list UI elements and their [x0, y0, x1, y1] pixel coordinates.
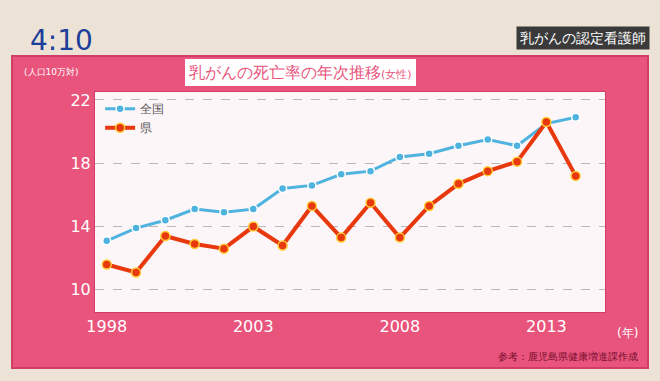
svg-text:県: 県	[140, 121, 152, 135]
svg-text:1998: 1998	[86, 317, 127, 336]
svg-text:22: 22	[70, 91, 90, 110]
svg-text:(年): (年)	[617, 326, 638, 340]
svg-text:参考：鹿児島県健康増進課作成: 参考：鹿児島県健康増進課作成	[498, 351, 638, 362]
svg-text:18: 18	[70, 154, 90, 173]
svg-text:全国: 全国	[140, 102, 164, 116]
svg-text:4:10: 4:10	[30, 24, 93, 57]
svg-text:乳がんの死亡率の年次推移(女性): 乳がんの死亡率の年次推移(女性)	[189, 63, 412, 82]
svg-text:(人口10万対): (人口10万対)	[24, 67, 78, 77]
svg-text:乳がんの認定看護師: 乳がんの認定看護師	[520, 30, 646, 46]
svg-text:14: 14	[70, 217, 90, 236]
svg-text:10: 10	[70, 280, 90, 299]
svg-text:2003: 2003	[233, 317, 274, 336]
svg-text:2008: 2008	[379, 317, 420, 336]
svg-text:2013: 2013	[526, 317, 567, 336]
